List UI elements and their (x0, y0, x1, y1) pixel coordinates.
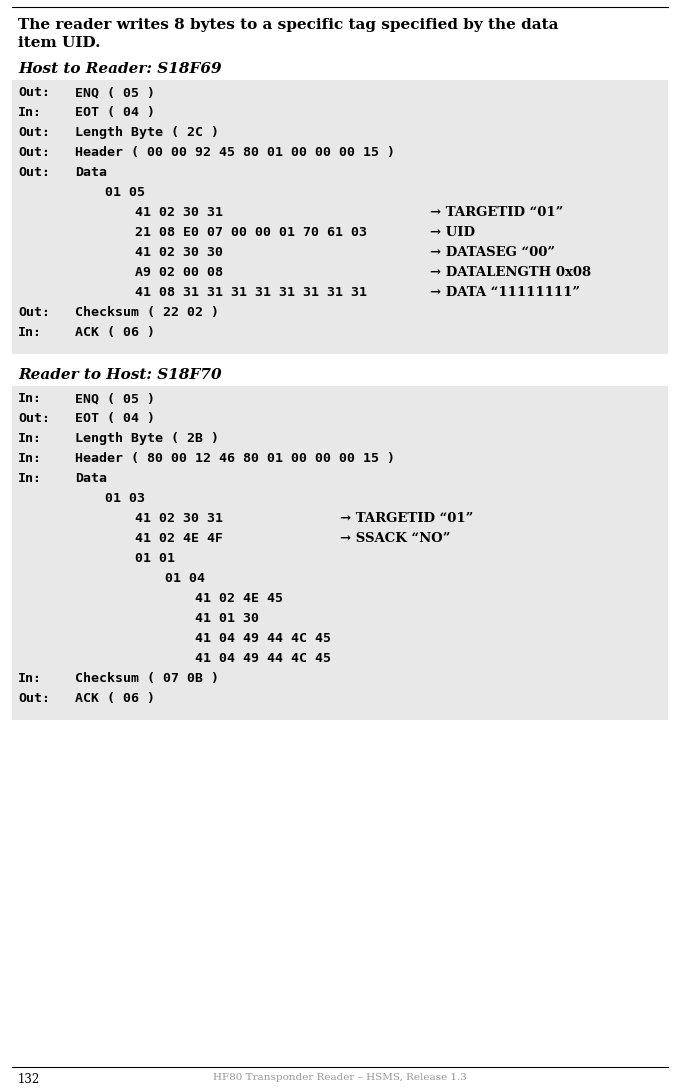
FancyBboxPatch shape (12, 80, 668, 353)
FancyBboxPatch shape (12, 386, 668, 720)
Text: Out:: Out: (18, 125, 50, 139)
Text: Out:: Out: (18, 692, 50, 705)
Text: In:: In: (18, 672, 42, 685)
Text: 41 02 30 31: 41 02 30 31 (135, 206, 223, 219)
Text: 41 04 49 44 4C 45: 41 04 49 44 4C 45 (195, 652, 331, 666)
Text: ENQ ( 05 ): ENQ ( 05 ) (75, 392, 155, 405)
Text: Out:: Out: (18, 412, 50, 425)
Text: 41 01 30: 41 01 30 (195, 612, 259, 625)
Text: 01 05: 01 05 (105, 185, 145, 199)
Text: → DATASEG “00”: → DATASEG “00” (430, 245, 555, 259)
Text: → DATA “11111111”: → DATA “11111111” (430, 286, 580, 299)
Text: 41 04 49 44 4C 45: 41 04 49 44 4C 45 (195, 632, 331, 645)
Text: 01 03: 01 03 (105, 492, 145, 505)
Text: → UID: → UID (430, 226, 475, 239)
Text: In:: In: (18, 472, 42, 485)
Text: Out:: Out: (18, 305, 50, 319)
Text: 41 02 4E 45: 41 02 4E 45 (195, 592, 283, 606)
Text: Header ( 00 00 92 45 80 01 00 00 00 15 ): Header ( 00 00 92 45 80 01 00 00 00 15 ) (75, 146, 395, 159)
Text: Reader to Host: S18F70: Reader to Host: S18F70 (18, 368, 222, 382)
Text: 21 08 E0 07 00 00 01 70 61 03: 21 08 E0 07 00 00 01 70 61 03 (135, 226, 367, 239)
Text: Checksum ( 22 02 ): Checksum ( 22 02 ) (75, 305, 219, 319)
Text: 41 08 31 31 31 31 31 31 31 31: 41 08 31 31 31 31 31 31 31 31 (135, 286, 367, 299)
Text: Length Byte ( 2B ): Length Byte ( 2B ) (75, 432, 219, 445)
Text: Out:: Out: (18, 86, 50, 99)
Text: The reader writes 8 bytes to a specific tag specified by the data: The reader writes 8 bytes to a specific … (18, 17, 558, 32)
Text: item UID.: item UID. (18, 36, 101, 50)
Text: Data: Data (75, 166, 107, 179)
Text: → DATALENGTH 0x08: → DATALENGTH 0x08 (430, 266, 591, 279)
Text: → TARGETID “01”: → TARGETID “01” (340, 512, 473, 525)
Text: 41 02 30 30: 41 02 30 30 (135, 245, 223, 259)
Text: EOT ( 04 ): EOT ( 04 ) (75, 412, 155, 425)
Text: 41 02 30 31: 41 02 30 31 (135, 512, 223, 525)
Text: In:: In: (18, 432, 42, 445)
Text: Length Byte ( 2C ): Length Byte ( 2C ) (75, 125, 219, 139)
Text: 41 02 4E 4F: 41 02 4E 4F (135, 532, 223, 546)
Text: 132: 132 (18, 1074, 40, 1086)
Text: → TARGETID “01”: → TARGETID “01” (430, 206, 563, 219)
Text: Host to Reader: S18F69: Host to Reader: S18F69 (18, 62, 222, 76)
Text: → SSACK “NO”: → SSACK “NO” (340, 532, 450, 546)
Text: Out:: Out: (18, 166, 50, 179)
Text: Header ( 80 00 12 46 80 01 00 00 00 15 ): Header ( 80 00 12 46 80 01 00 00 00 15 ) (75, 452, 395, 465)
Text: 01 04: 01 04 (165, 572, 205, 585)
Text: ACK ( 06 ): ACK ( 06 ) (75, 326, 155, 339)
Text: HF80 Transponder Reader – HSMS, Release 1.3: HF80 Transponder Reader – HSMS, Release … (213, 1074, 467, 1082)
Text: Data: Data (75, 472, 107, 485)
Text: 01 01: 01 01 (135, 552, 175, 565)
Text: In:: In: (18, 392, 42, 405)
Text: A9 02 00 08: A9 02 00 08 (135, 266, 223, 279)
Text: In:: In: (18, 106, 42, 119)
Text: In:: In: (18, 326, 42, 339)
Text: ENQ ( 05 ): ENQ ( 05 ) (75, 86, 155, 99)
Text: ACK ( 06 ): ACK ( 06 ) (75, 692, 155, 705)
Text: EOT ( 04 ): EOT ( 04 ) (75, 106, 155, 119)
Text: In:: In: (18, 452, 42, 465)
Text: Out:: Out: (18, 146, 50, 159)
Text: Checksum ( 07 0B ): Checksum ( 07 0B ) (75, 672, 219, 685)
